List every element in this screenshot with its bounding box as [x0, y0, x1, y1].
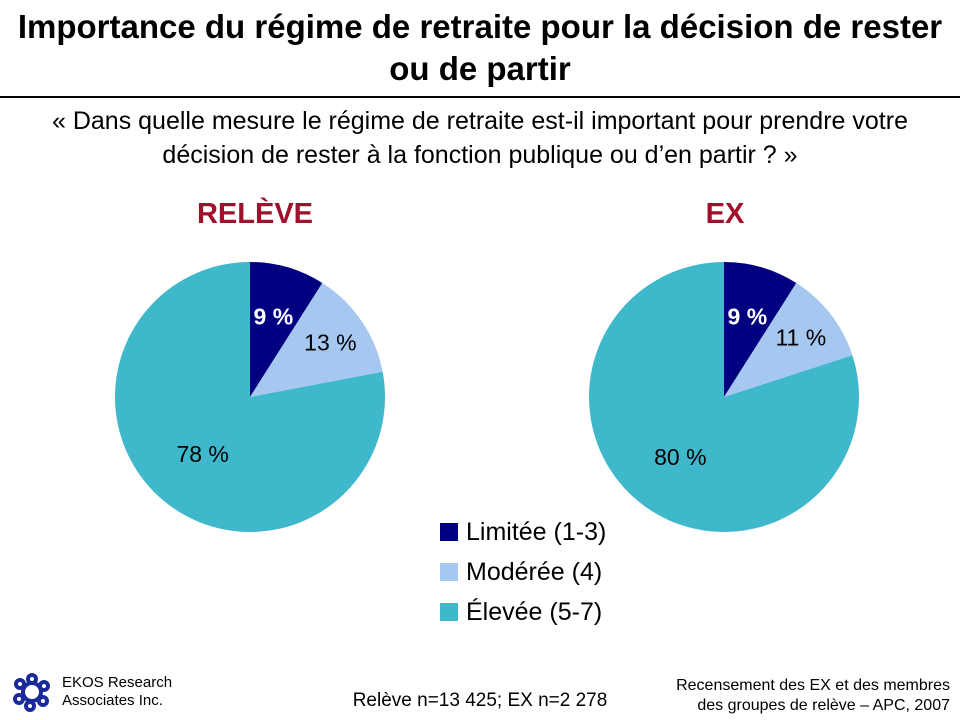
source-line-1: Recensement des EX et des membres: [676, 677, 950, 694]
pie-title-releve: RELÈVE: [196, 198, 314, 230]
legend-item-elevee: Élevée (5-7): [440, 592, 606, 632]
data-label-limitee: 9 %: [254, 304, 294, 330]
legend: Limitée (1-3) Modérée (4) Élevée (5-7): [440, 512, 606, 632]
pie-title-ex: EX: [705, 198, 745, 230]
sample-size: Relève n=13 425; EX n=2 278: [352, 690, 608, 711]
legend-item-moderee: Modérée (4): [440, 552, 606, 592]
source-note: Recensement des EX et des membres des gr…: [676, 676, 950, 716]
survey-question: « Dans quelle mesure le régime de retrai…: [52, 107, 908, 169]
legend-swatch: [440, 523, 458, 541]
legend-label: Modérée (4): [466, 557, 603, 586]
ekos-logo-icon: [13, 673, 50, 712]
pie-slice-elevee: [114, 262, 385, 532]
pie-slice-moderee: [724, 283, 853, 397]
legend-item-limitee: Limitée (1-3): [440, 512, 606, 552]
company-line-1: EKOS Research: [62, 674, 173, 691]
title-divider: [0, 96, 960, 98]
page-title: Importance du régime de retraite pour la…: [17, 8, 943, 87]
data-label-elevee: 80 %: [654, 444, 706, 470]
data-label-elevee: 78 %: [176, 441, 228, 467]
data-label-limitee: 9 %: [728, 304, 768, 330]
legend-label: Limitée (1-3): [466, 517, 607, 546]
pie-slice-limitee: [724, 262, 797, 397]
source-line-2: des groupes de relève – APC, 2007: [697, 697, 950, 714]
legend-label: Élevée (5-7): [466, 597, 603, 626]
company-name: EKOS Research Associates Inc.: [62, 674, 172, 710]
pie-slice-limitee: [250, 262, 323, 397]
pie-slice-elevee: [588, 262, 860, 532]
data-label-moderee: 13 %: [304, 329, 356, 355]
legend-swatch: [440, 563, 458, 581]
pie-slice-moderee: [250, 283, 383, 397]
data-label-moderee: 11 %: [775, 324, 826, 350]
legend-swatch: [440, 603, 458, 621]
company-line-2: Associates Inc.: [62, 692, 163, 709]
